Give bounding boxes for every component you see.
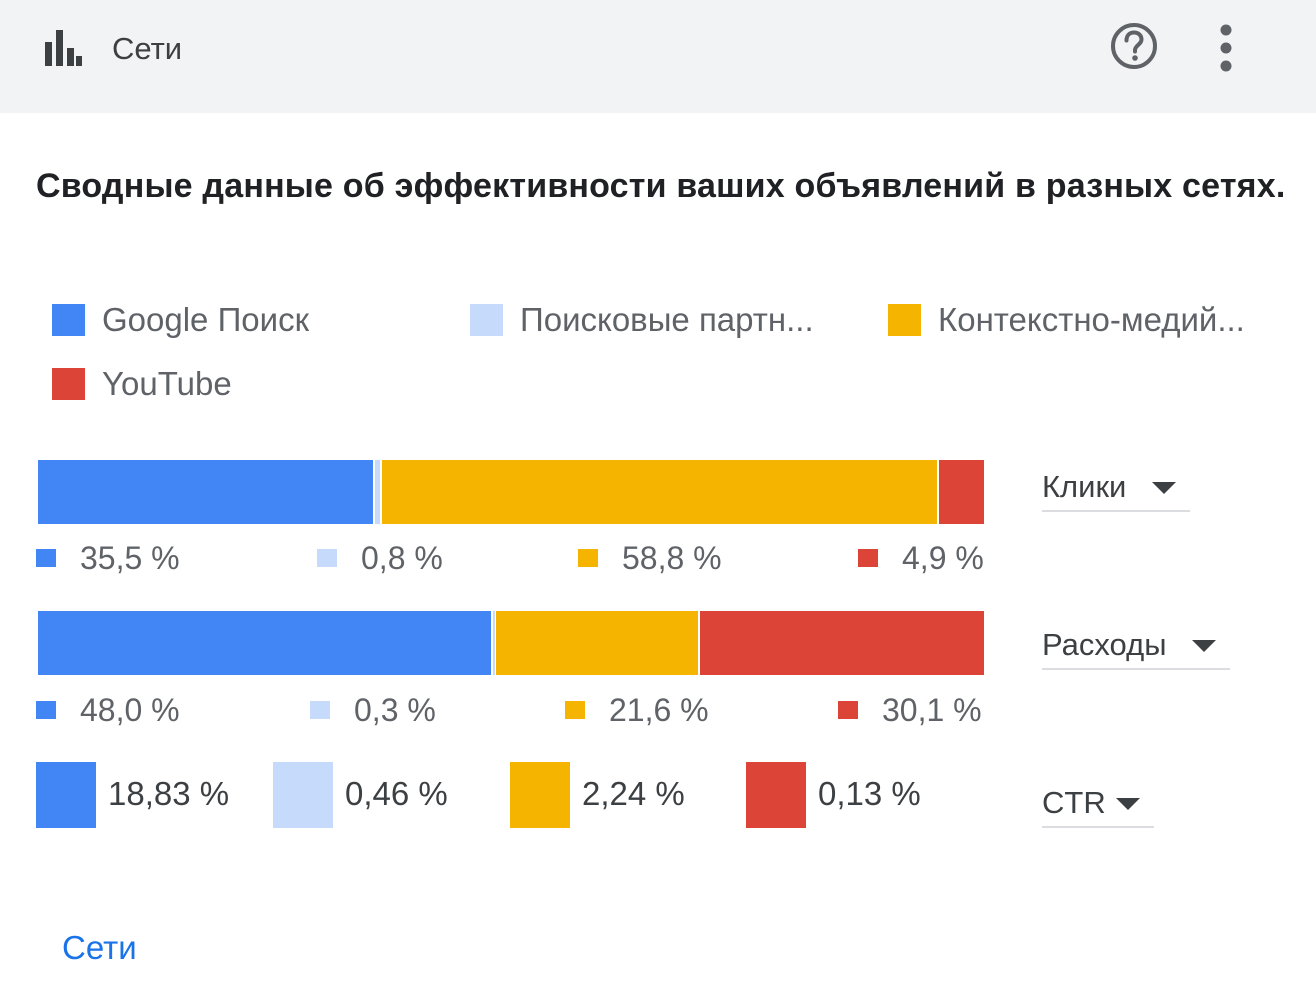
legend-label: Контекстно-медий... <box>938 301 1245 338</box>
value-label: 30,1 % <box>882 692 982 728</box>
app-title: Сети <box>112 31 183 66</box>
more-vert-icon[interactable] <box>1208 20 1244 76</box>
help-icon[interactable] <box>1108 20 1160 72</box>
value-marker <box>858 549 878 567</box>
select-label: Расходы <box>1042 627 1167 662</box>
bar-segment-display <box>495 611 699 675</box>
value-label: 35,5 % <box>80 540 180 576</box>
bar-segment-google <box>38 460 373 524</box>
value-label: 4,9 % <box>902 540 984 576</box>
dropdown-arrow-icon <box>1116 798 1140 810</box>
ctr-swatch <box>273 762 333 828</box>
bar-segment-google <box>38 611 492 675</box>
legend-swatch <box>888 304 921 336</box>
bar-segment-youtube <box>938 460 984 524</box>
value-marker <box>36 549 56 567</box>
ctr-label: 0,13 % <box>818 775 921 812</box>
ctr-swatch <box>36 762 96 828</box>
dropdown-arrow-icon <box>1152 482 1176 494</box>
ctr-swatch <box>510 762 570 828</box>
legend-swatch <box>52 368 85 400</box>
clicks-stacked-bar <box>38 460 984 524</box>
summary-text: Сводные данные об эффективности ваших об… <box>36 167 1286 205</box>
ctr-label: 2,24 % <box>582 775 685 812</box>
cost-stacked-bar <box>38 611 984 675</box>
ctr-label: 0,46 % <box>345 775 448 812</box>
ctr-label: 18,83 % <box>108 775 230 812</box>
legend-label: Поисковые партн... <box>520 301 814 338</box>
cost-metric-select[interactable]: Расходы <box>1042 624 1230 670</box>
legend-swatch <box>52 304 85 336</box>
bar-segment-display <box>382 460 937 524</box>
value-marker <box>578 549 598 567</box>
ctr-metric-select[interactable]: CTR <box>1042 782 1154 828</box>
value-label: 58,8 % <box>622 540 722 576</box>
value-label: 0,3 % <box>354 692 436 728</box>
dropdown-arrow-icon <box>1192 640 1216 652</box>
value-label: 21,6 % <box>609 692 709 728</box>
bar-segment-partners <box>493 611 496 675</box>
value-marker <box>317 549 337 567</box>
clicks-metric-select[interactable]: Клики <box>1042 466 1190 512</box>
legend-swatch <box>470 304 503 336</box>
select-label: CTR <box>1042 785 1106 820</box>
value-marker <box>565 701 585 719</box>
ctr-swatch <box>746 762 806 828</box>
value-marker <box>310 701 330 719</box>
legend-label: Google Поиск <box>102 301 310 338</box>
app-header: Сети <box>0 0 1316 113</box>
value-marker <box>838 701 858 719</box>
bar-chart-icon <box>45 30 82 66</box>
value-marker <box>36 701 56 719</box>
bar-segment-youtube <box>700 611 984 675</box>
legend-label: YouTube <box>102 365 232 402</box>
bar-segment-partners <box>374 460 381 524</box>
value-label: 48,0 % <box>80 692 180 728</box>
networks-link[interactable]: Сети <box>62 929 137 966</box>
select-label: Клики <box>1042 469 1127 504</box>
value-label: 0,8 % <box>361 540 443 576</box>
